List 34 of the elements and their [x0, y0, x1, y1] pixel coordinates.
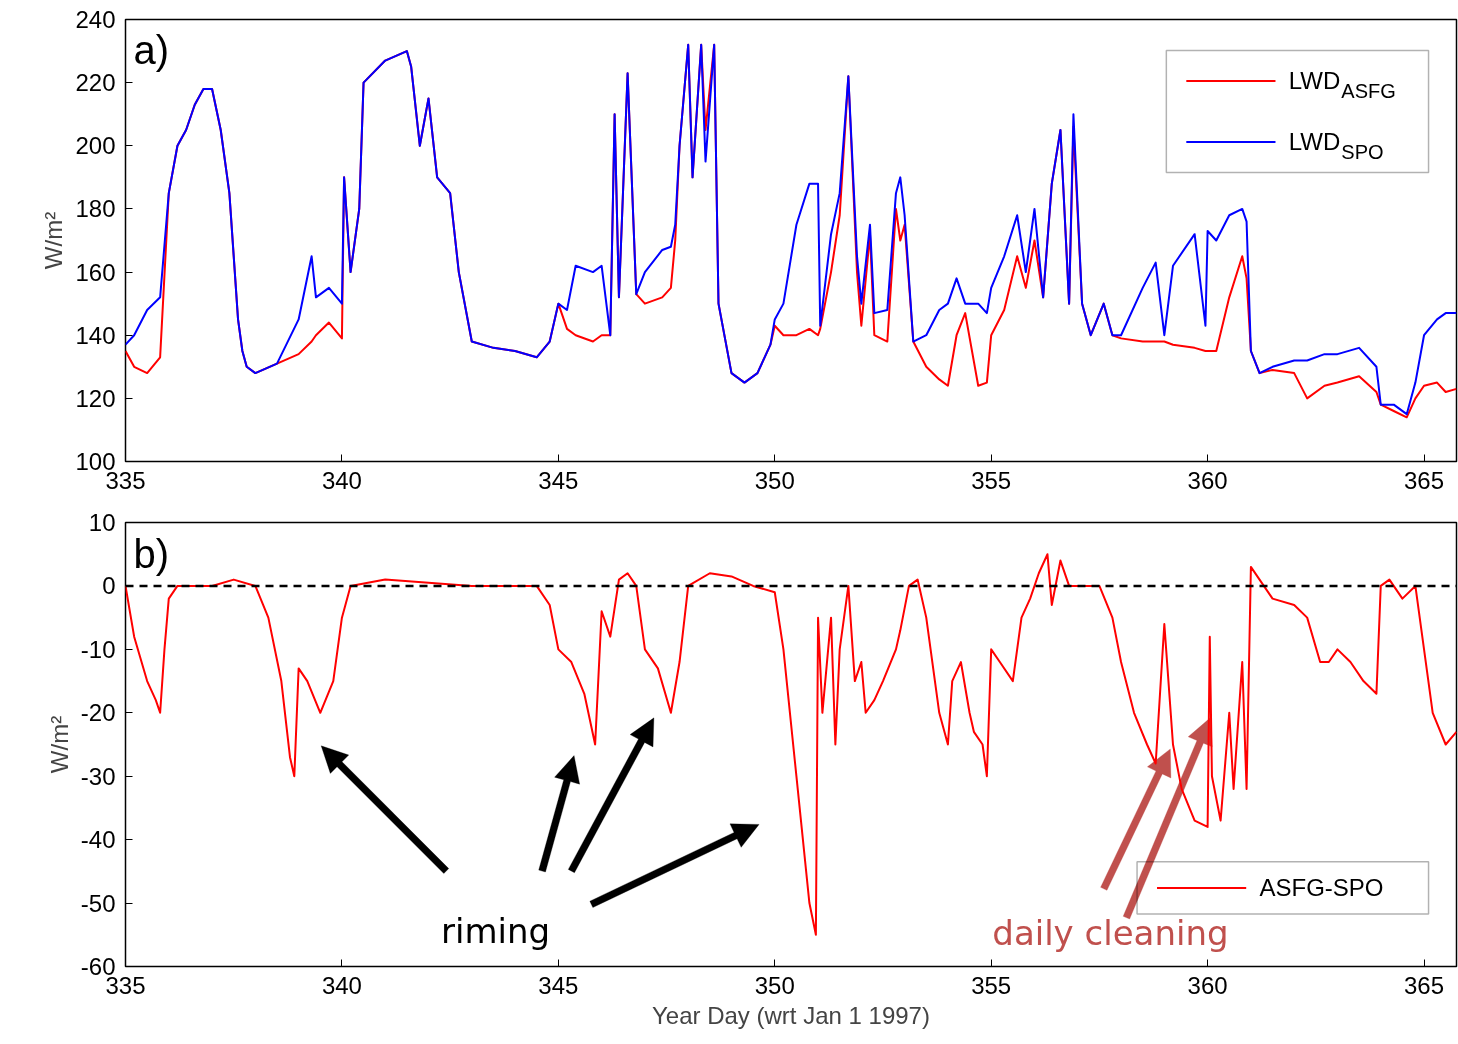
x-axis-title: Year Day (wrt Jan 1 1997) [652, 1001, 930, 1029]
x-tick-label: 365 [1404, 466, 1445, 494]
x-tick-label: 345 [538, 971, 579, 999]
y-tick-label: 10 [88, 509, 116, 536]
x-tick-label: 355 [971, 466, 1012, 494]
y-axis-title: W/m² [45, 715, 73, 774]
annotation: riming [440, 910, 551, 951]
x-tick-label: 340 [321, 971, 362, 999]
y-tick-label: 240 [75, 6, 116, 33]
annotation: b) [133, 531, 170, 576]
legend-label: ASFG-SPO [1259, 874, 1384, 902]
y-axis-title: W/m² [40, 211, 68, 270]
y-tick-label: 120 [75, 384, 116, 412]
x-tick-label: 350 [754, 466, 795, 494]
x-tick-label: 340 [321, 466, 362, 494]
y-tick-label: 0 [102, 572, 116, 600]
annotation: daily cleaning [992, 913, 1229, 954]
y-tick-label: 200 [75, 132, 116, 160]
y-tick-label: 180 [75, 195, 116, 223]
y-tick-label: 140 [75, 321, 116, 349]
y-tick-label: 160 [75, 258, 116, 286]
y-tick-label: -30 [80, 762, 116, 790]
x-tick-label: 355 [971, 971, 1012, 999]
x-tick-label: 360 [1187, 971, 1228, 999]
x-tick-label: 345 [538, 466, 579, 494]
annotation: a) [133, 28, 170, 73]
y-tick-label: -50 [80, 889, 116, 917]
y-tick-label: 220 [75, 69, 116, 97]
y-tick-label: -20 [80, 699, 116, 727]
y-tick-label: -10 [80, 635, 116, 663]
x-tick-label: 360 [1187, 466, 1228, 494]
y-tick-label: -40 [80, 826, 116, 854]
x-tick-label: 365 [1404, 971, 1445, 999]
x-tick-label: 350 [754, 971, 795, 999]
